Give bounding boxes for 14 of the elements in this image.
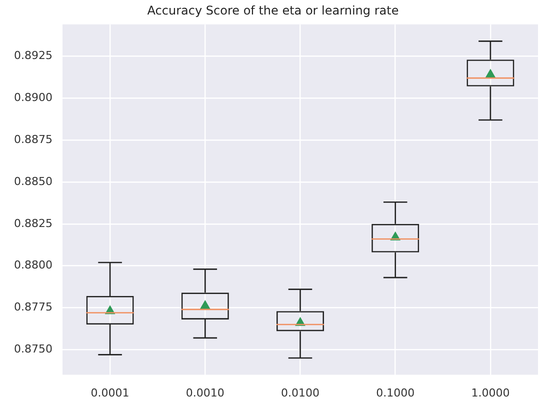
y-tick-label: 0.8800 [14,258,52,272]
x-tick-label: 1.0000 [471,386,510,400]
chart-title: Accuracy Score of the eta or learning rate [147,3,399,18]
y-tick-label: 0.8825 [14,216,52,230]
x-tick-label: 0.0100 [280,386,320,400]
x-tick-label: 0.1000 [376,386,415,400]
x-tick-label: 0.0010 [186,386,224,400]
y-tick-label: 0.8875 [14,132,52,146]
y-tick-label: 0.8775 [14,300,52,314]
x-tick-label: 0.0001 [90,386,130,400]
y-tick-label: 0.8900 [14,91,52,104]
y-tick-label: 0.8925 [14,49,52,62]
y-tick-label: 0.8850 [14,174,52,188]
y-tick-label: 0.8750 [14,342,52,356]
